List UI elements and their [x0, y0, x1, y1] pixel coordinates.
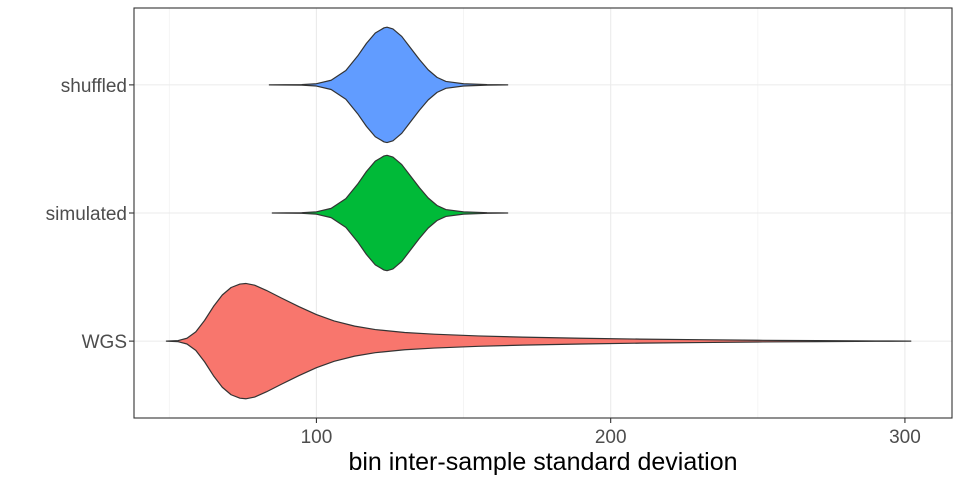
x-axis: 100 200 300 — [301, 418, 921, 448]
violin-simulated — [271, 154, 509, 272]
y-tick-label: WGS — [82, 332, 127, 353]
y-tick-label: shuffled — [61, 76, 127, 97]
y-tick-label: simulated — [46, 204, 127, 225]
x-tick-label: 300 — [889, 427, 921, 448]
y-axis: WGS simulated shuffled — [46, 76, 134, 353]
violin-wgs — [165, 282, 912, 400]
x-tick-label: 100 — [301, 427, 333, 448]
x-axis-title: bin inter-sample standard deviation — [348, 448, 737, 476]
violins — [165, 26, 912, 400]
violin-shuffled — [268, 26, 509, 144]
x-tick-label: 200 — [595, 427, 627, 448]
